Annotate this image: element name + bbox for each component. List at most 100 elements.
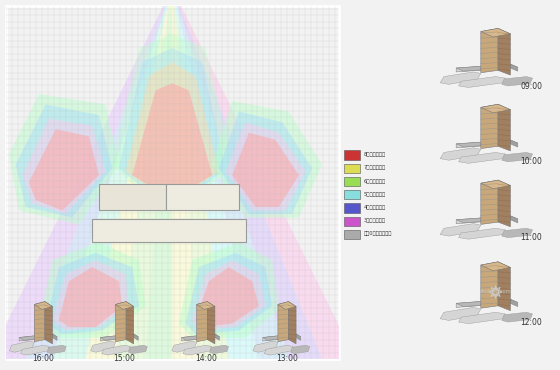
Polygon shape: [197, 302, 215, 309]
Polygon shape: [26, 0, 172, 359]
Polygon shape: [481, 104, 498, 148]
Polygon shape: [215, 334, 220, 340]
FancyBboxPatch shape: [99, 184, 166, 211]
Polygon shape: [291, 345, 310, 354]
FancyBboxPatch shape: [92, 219, 245, 242]
Polygon shape: [288, 302, 296, 344]
Text: 16:00: 16:00: [32, 354, 54, 363]
Polygon shape: [100, 334, 138, 340]
Polygon shape: [510, 216, 518, 223]
Polygon shape: [207, 302, 215, 344]
Polygon shape: [481, 104, 510, 113]
Polygon shape: [278, 302, 288, 342]
Polygon shape: [181, 334, 215, 341]
Polygon shape: [47, 345, 66, 354]
Polygon shape: [263, 334, 301, 340]
Polygon shape: [192, 260, 265, 331]
Polygon shape: [172, 0, 199, 359]
FancyBboxPatch shape: [344, 177, 360, 186]
Polygon shape: [195, 267, 259, 327]
Text: zhulong.com: zhulong.com: [480, 289, 511, 295]
Polygon shape: [459, 228, 506, 239]
Polygon shape: [179, 242, 279, 338]
Polygon shape: [459, 77, 506, 87]
Polygon shape: [45, 302, 53, 344]
Polygon shape: [226, 122, 306, 211]
Polygon shape: [456, 140, 518, 147]
Polygon shape: [183, 345, 212, 355]
Polygon shape: [456, 140, 510, 148]
Polygon shape: [456, 64, 510, 72]
Text: 7小时照射范围: 7小时照射范围: [363, 165, 386, 170]
Polygon shape: [498, 104, 510, 151]
Polygon shape: [21, 345, 49, 355]
Polygon shape: [481, 28, 498, 73]
Polygon shape: [115, 302, 126, 342]
Polygon shape: [502, 312, 533, 322]
Polygon shape: [253, 341, 278, 352]
Polygon shape: [263, 334, 296, 341]
Polygon shape: [172, 0, 322, 359]
Polygon shape: [132, 83, 212, 193]
Polygon shape: [9, 94, 119, 225]
Text: 6小时照射范围: 6小时照射范围: [363, 179, 386, 184]
Polygon shape: [502, 152, 533, 162]
Polygon shape: [440, 223, 481, 236]
Polygon shape: [498, 180, 510, 227]
Polygon shape: [39, 242, 146, 338]
Polygon shape: [502, 77, 533, 86]
Polygon shape: [209, 345, 228, 354]
Polygon shape: [172, 0, 356, 359]
Polygon shape: [115, 302, 134, 309]
Polygon shape: [22, 119, 105, 214]
Polygon shape: [481, 180, 510, 189]
Polygon shape: [212, 101, 322, 218]
Polygon shape: [45, 253, 139, 334]
FancyBboxPatch shape: [166, 184, 239, 211]
Polygon shape: [126, 302, 134, 344]
FancyBboxPatch shape: [344, 164, 360, 173]
Polygon shape: [125, 62, 219, 196]
Polygon shape: [510, 299, 518, 307]
Polygon shape: [481, 262, 498, 308]
Polygon shape: [91, 341, 115, 352]
Polygon shape: [115, 0, 172, 359]
Text: 12:00: 12:00: [521, 318, 543, 327]
Polygon shape: [459, 152, 506, 163]
Text: 4小时照射范围: 4小时照射范围: [363, 205, 386, 210]
Polygon shape: [53, 334, 57, 340]
FancyBboxPatch shape: [344, 151, 360, 160]
Polygon shape: [440, 307, 481, 320]
Polygon shape: [34, 302, 45, 342]
Polygon shape: [502, 228, 533, 238]
Text: 15:00: 15:00: [114, 354, 136, 363]
Polygon shape: [29, 129, 99, 211]
Polygon shape: [498, 28, 510, 75]
Text: 8小时照射范围: 8小时照射范围: [363, 152, 386, 157]
Text: 09:00: 09:00: [520, 81, 543, 91]
Polygon shape: [172, 0, 289, 359]
FancyBboxPatch shape: [344, 190, 360, 199]
Polygon shape: [440, 72, 481, 84]
Polygon shape: [52, 0, 172, 359]
Polygon shape: [16, 104, 112, 218]
Polygon shape: [146, 0, 172, 359]
Polygon shape: [119, 48, 226, 200]
Polygon shape: [440, 148, 481, 160]
Polygon shape: [172, 0, 229, 359]
Polygon shape: [34, 302, 53, 309]
Polygon shape: [510, 140, 518, 147]
Polygon shape: [232, 133, 299, 207]
Polygon shape: [456, 216, 518, 223]
FancyBboxPatch shape: [344, 230, 360, 239]
Text: 3小时照射范围: 3小时照射范围: [363, 218, 385, 223]
FancyBboxPatch shape: [344, 203, 360, 212]
Polygon shape: [510, 64, 518, 71]
Text: 不足0小时照射范围: 不足0小时照射范围: [363, 231, 392, 236]
Polygon shape: [459, 312, 506, 324]
Polygon shape: [456, 64, 518, 71]
Polygon shape: [278, 302, 296, 309]
Polygon shape: [19, 334, 57, 340]
Polygon shape: [52, 260, 129, 331]
Polygon shape: [0, 0, 172, 359]
